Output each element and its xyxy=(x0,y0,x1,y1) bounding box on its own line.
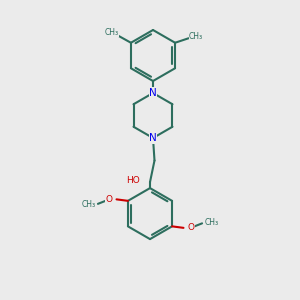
Text: HO: HO xyxy=(127,176,140,185)
Text: CH₃: CH₃ xyxy=(81,200,95,209)
Text: O: O xyxy=(106,195,113,204)
Text: O: O xyxy=(187,223,194,232)
Text: CH₃: CH₃ xyxy=(205,218,219,227)
Text: CH₃: CH₃ xyxy=(104,28,118,37)
Text: CH₃: CH₃ xyxy=(189,32,203,41)
Text: N: N xyxy=(149,88,157,98)
Text: N: N xyxy=(149,133,157,143)
